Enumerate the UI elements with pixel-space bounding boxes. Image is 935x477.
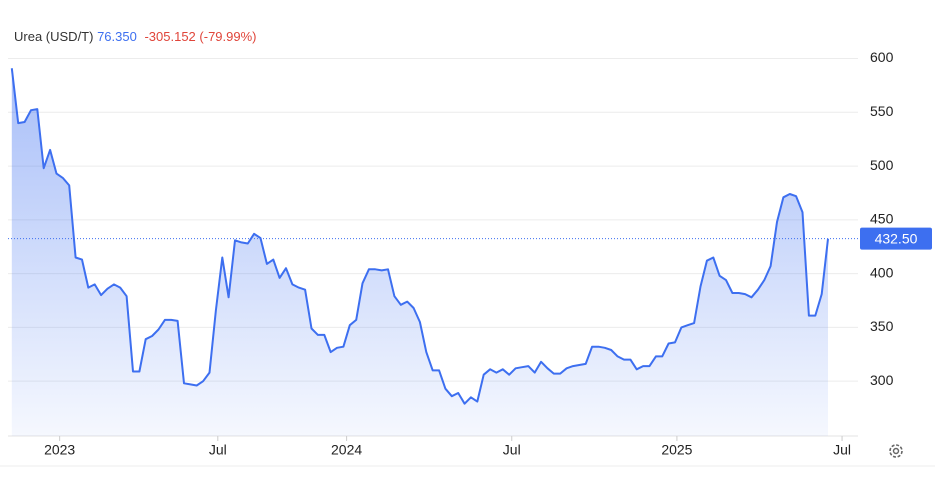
y-tick-label: 350 [870, 318, 894, 334]
change: -305.152 [144, 29, 195, 44]
chart-title: Urea (USD/T) [14, 29, 93, 44]
y-tick-label: 500 [870, 157, 894, 173]
x-tick-label: 2024 [331, 442, 362, 458]
y-tick-label: 400 [870, 264, 894, 280]
area [11, 68, 829, 436]
price: 76.350 [97, 29, 137, 44]
x-tick-label: Jul [503, 442, 521, 458]
y-tick-label: 550 [870, 103, 894, 119]
gear-hub [892, 447, 900, 455]
settings-icon[interactable] [889, 444, 903, 458]
y-tick-label: 600 [870, 49, 894, 65]
header: Urea (USD/T) 76.350 -305.152 (-79.99%) [14, 29, 257, 44]
x-tick-label: 2023 [44, 442, 75, 458]
x-tick-label: Jul [209, 442, 227, 458]
last-value-box [860, 227, 932, 250]
y-tick-label: 300 [870, 372, 894, 388]
change-pct: (-79.99%) [199, 29, 256, 44]
y-tick-label: 450 [870, 211, 894, 227]
line [10, 68, 829, 405]
x-tick-label: Jul [833, 442, 851, 458]
last-value-label: 432.50 [875, 230, 918, 246]
gear [889, 444, 903, 458]
x-tick-label: 2025 [661, 442, 692, 458]
